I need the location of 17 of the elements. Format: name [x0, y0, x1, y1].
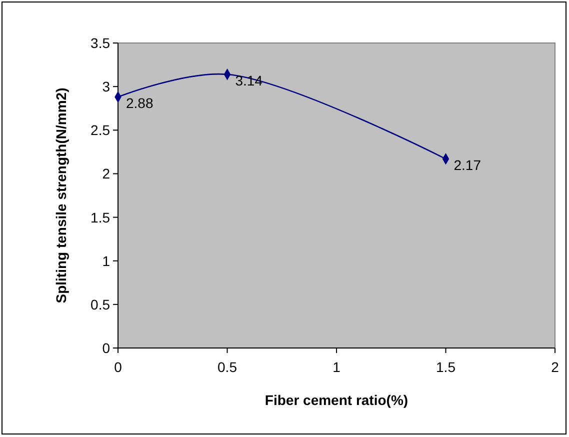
x-tick-label: 0.5: [218, 359, 238, 375]
x-axis-title: Fiber cement ratio(%): [264, 392, 408, 408]
y-tick-label: 1.5: [90, 209, 110, 226]
y-tick-label: 1: [102, 252, 110, 269]
y-tick-label: 0.5: [90, 296, 110, 312]
y-tick-label: 0: [102, 340, 110, 356]
y-axis-title: Spliting tensile strength(N/mm2): [53, 88, 69, 304]
y-tick-label: 2.5: [90, 122, 110, 138]
y-tick-label: 2: [102, 166, 110, 182]
data-label: 2.17: [454, 156, 482, 173]
x-tick-label: 1.5: [436, 359, 456, 375]
x-tick-label: 0: [114, 359, 122, 375]
y-tick-label: 3: [102, 78, 110, 95]
x-tick-label: 1: [332, 359, 341, 375]
y-tick-label: 3.5: [90, 35, 110, 51]
data-label: 2.88: [126, 95, 154, 112]
x-tick-label: 2: [551, 359, 560, 375]
